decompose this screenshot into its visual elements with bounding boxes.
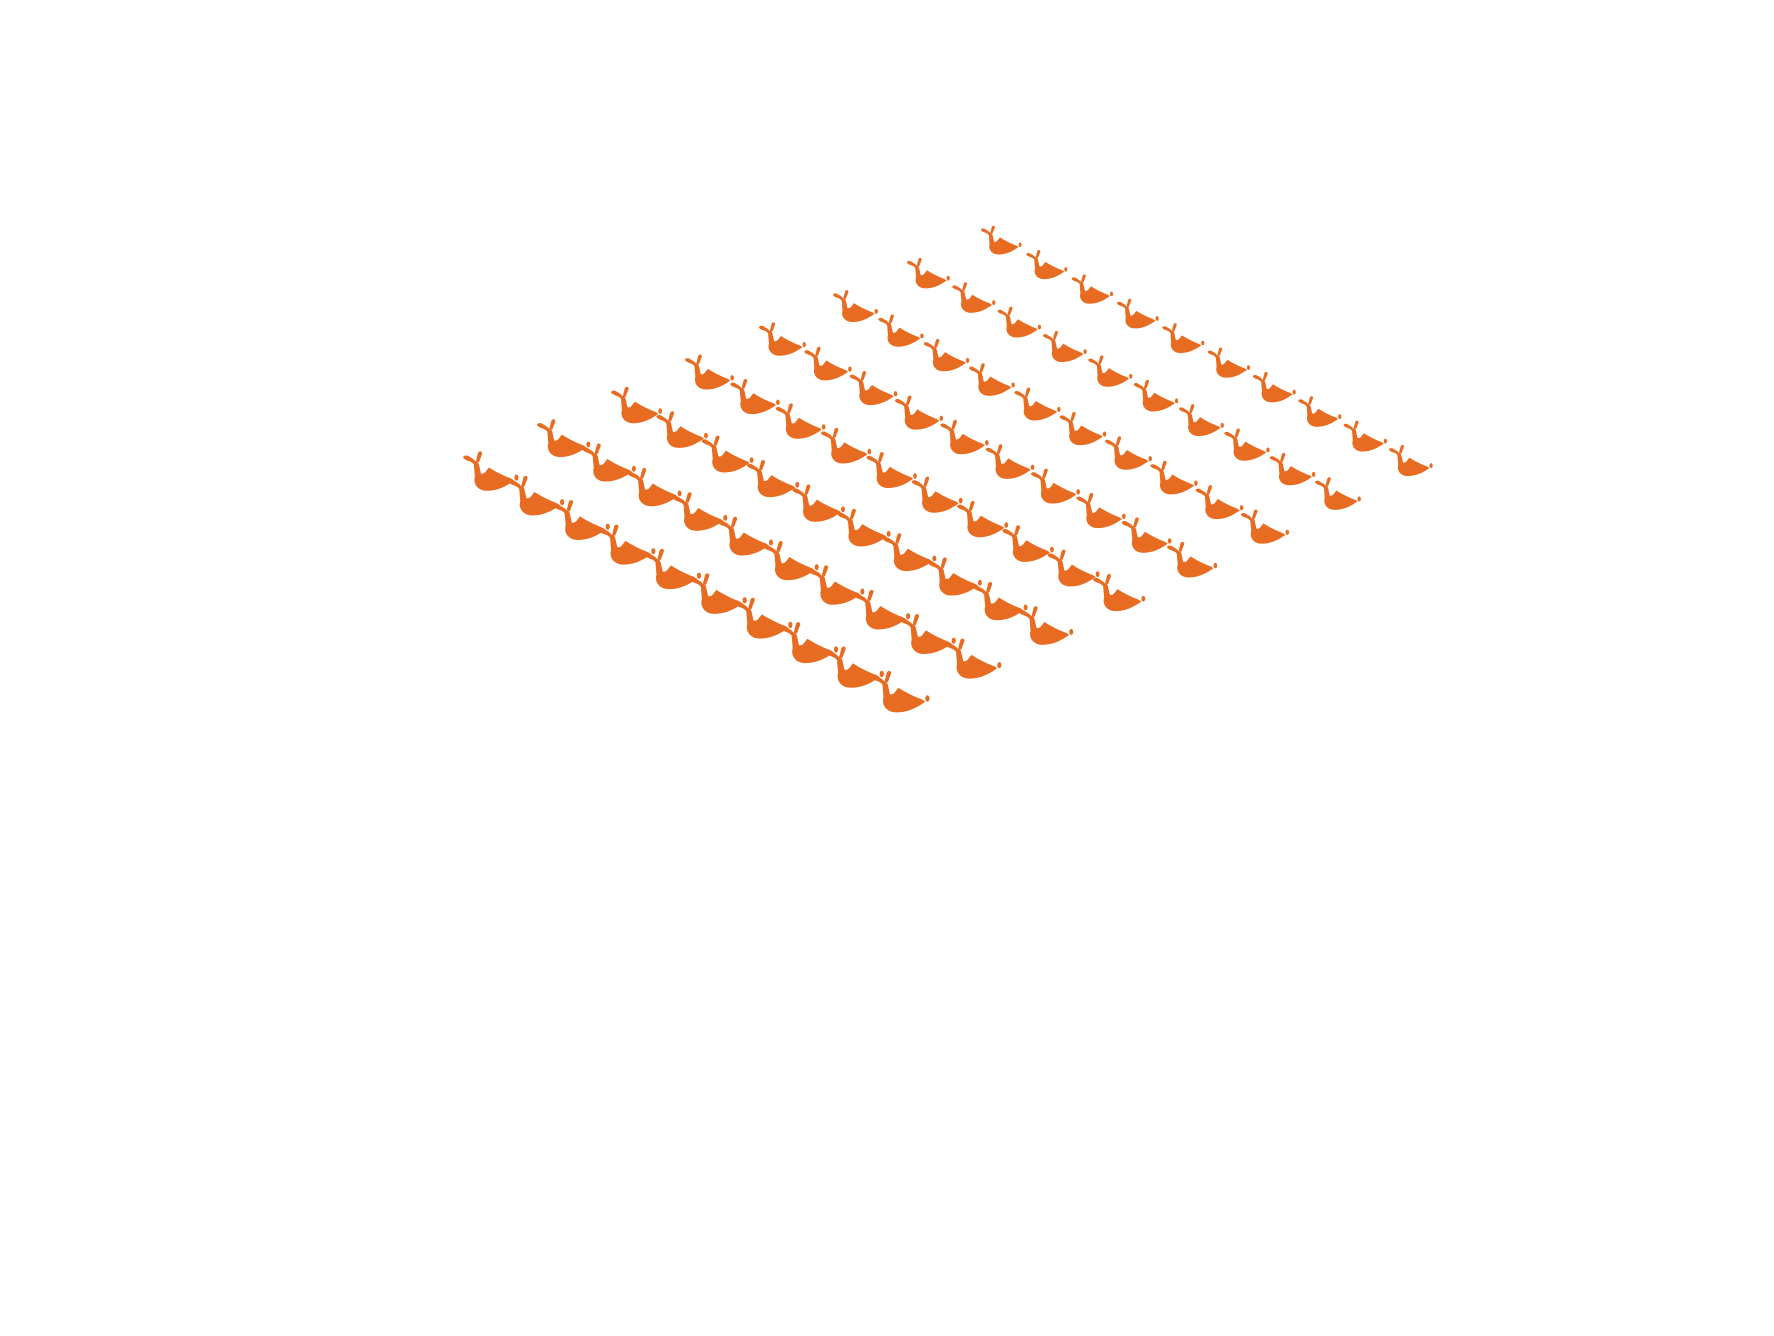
bird-icon [985,444,1035,479]
bird-icon [1031,468,1080,504]
bird-icon [1019,606,1074,645]
bird-icon [837,508,891,547]
bird-icon [718,516,773,556]
bird-icon [825,646,884,688]
bird-icon [701,435,754,473]
bird-icon [809,565,865,605]
bird-icon [656,411,708,448]
bird-icon [1002,525,1054,562]
bird-icon-grid [463,225,1433,713]
bird-icon [730,378,780,415]
bird-icon [1207,347,1251,378]
bird-icon [940,419,989,455]
bird-icon [1343,420,1388,452]
bird-icon [792,484,845,522]
bird-icon [980,225,1022,255]
bird-icon [911,476,963,513]
bird-icon [644,548,702,590]
bird-icon [1047,549,1100,587]
bird-icon [923,338,970,372]
bird-icon [1269,452,1316,486]
bird-icon [1150,460,1198,495]
bird-icon [1105,436,1152,470]
bird-icon [627,467,682,507]
bird-icon [973,581,1028,621]
bird-icon [1388,444,1433,477]
bird-icon [747,460,800,498]
bird-icon [1116,298,1159,329]
bird-icon [1076,492,1126,529]
bird-icon [866,452,917,489]
bird-icon [1298,396,1342,427]
bird-icon [871,670,930,713]
bird-icon [1014,387,1061,421]
bird-icon [1071,274,1113,304]
bird-icon [997,306,1042,338]
bird-icon [775,403,826,439]
bird-icon [763,541,819,581]
bird-icon [957,500,1009,538]
bird-icon [854,589,911,630]
bird-icon [849,371,898,406]
bird-icon [928,557,982,596]
bird-icon [780,622,839,664]
bird-icon [673,492,728,531]
bird-icon [1195,485,1244,520]
bird-icon [685,354,734,390]
bird-icon [1224,428,1270,461]
bird-icon [804,346,852,381]
bird-icon [883,533,937,572]
bird-icon [1162,323,1205,354]
bird-icon [611,386,663,424]
bird-icon [952,282,996,313]
bird-icon [945,638,1002,679]
bird-icon [759,322,806,356]
bird-icon [895,395,944,430]
bird-icon [1059,412,1107,446]
bird-icon [1026,249,1068,280]
bird-icon [833,290,878,323]
bird-icon [599,524,656,565]
bird-icon [1167,541,1218,578]
bird-icon [508,475,565,516]
bird-icon [906,257,950,289]
bird-icon [689,573,747,614]
bird-icon [735,597,793,639]
bird-icon [1121,517,1172,553]
bird-icon [553,500,610,541]
bird-icon [899,614,956,655]
bird-icon [1179,404,1224,437]
bird-icon [1252,371,1296,403]
bird-icon [537,419,591,458]
bird-icon [878,314,924,347]
bird-icon [1133,379,1179,412]
bird-icon [1093,574,1146,612]
bird-icon [1315,477,1361,510]
bird-icon [463,451,519,491]
bird-icon [821,427,872,464]
bird-icon [1042,330,1087,363]
bird-icon [582,443,636,482]
bird-icon [969,363,1015,396]
bird-icon [1088,355,1133,387]
bird-icon [1241,509,1290,544]
